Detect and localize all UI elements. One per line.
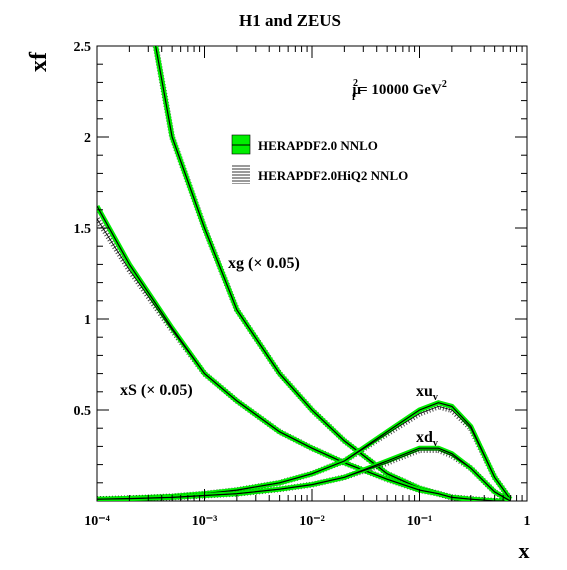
nnlo-central <box>97 205 511 501</box>
curve-label-main: xS (× 0.05) <box>120 382 193 399</box>
plot-frame <box>96 45 528 502</box>
y-tick-label: 1.5 <box>74 222 92 237</box>
y-tick-label: 0.5 <box>74 404 92 419</box>
curve-label-main: xu <box>416 383 433 400</box>
curve-label: xdv <box>416 429 438 449</box>
x-tick-label: 10⁻¹ <box>407 514 433 529</box>
scale-sup: 2 <box>353 78 358 89</box>
scale-symbol: μ <box>352 82 361 98</box>
hiq2-band <box>97 217 511 501</box>
scale-label: μ2 f = 10000 GeV2 <box>352 78 447 103</box>
x-tick-label: 1 <box>524 514 531 529</box>
curve-label: xS (× 0.05) <box>120 382 193 399</box>
hiq2-central <box>97 449 511 501</box>
curves <box>97 46 513 501</box>
curve-label: xg (× 0.05) <box>228 255 300 272</box>
scale-sub: f <box>352 92 356 103</box>
scale-text: = 10000 GeV <box>355 82 442 98</box>
x-tick-label: 10⁻⁴ <box>84 514 110 529</box>
x-tick-label: 10⁻² <box>299 514 325 529</box>
y-tick-label: 2.5 <box>74 40 92 55</box>
scale-unit-sup: 2 <box>442 79 447 90</box>
legend: HERAPDF2.0 NNLO HERAPDF2.0HiQ2 NNLO <box>231 134 408 184</box>
curve-label-sub: v <box>433 438 438 449</box>
legend-swatch <box>232 165 250 184</box>
x-tick-label: 10⁻³ <box>192 514 218 529</box>
curve-label-main: xg (× 0.05) <box>228 255 300 272</box>
curve-label-main: xd <box>416 429 433 446</box>
curve-label-sub: v <box>433 392 438 403</box>
curve-label: xuv <box>416 383 438 403</box>
legend-label: HERAPDF2.0HiQ2 NNLO <box>258 168 408 183</box>
chart-title: H1 and ZEUS <box>239 11 341 30</box>
hiq2-central <box>97 218 511 501</box>
x-axis-label: x <box>519 538 530 563</box>
nnlo-band <box>97 204 511 501</box>
y-axis-label: xf <box>26 51 52 72</box>
legend-label: HERAPDF2.0 NNLO <box>258 138 378 153</box>
y-tick-label: 2 <box>84 131 91 146</box>
y-tick-label: 1 <box>84 313 91 328</box>
nnlo-band <box>153 46 511 501</box>
